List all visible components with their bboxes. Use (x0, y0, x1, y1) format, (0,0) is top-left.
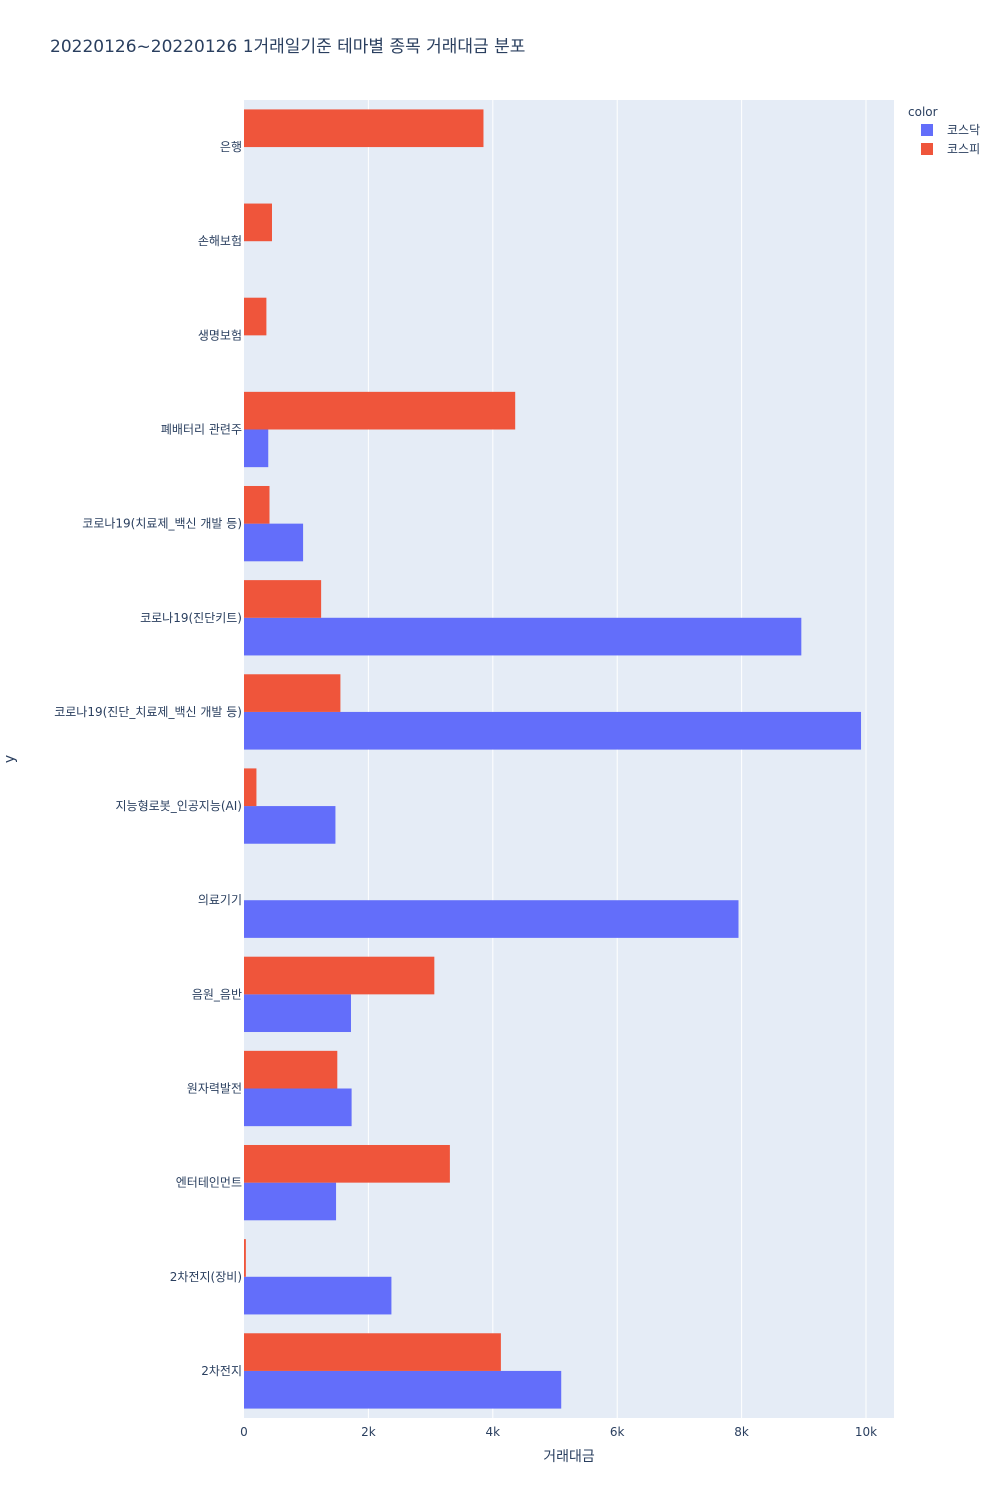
y-tick-label: 코로나19(진단키트) (140, 611, 242, 625)
x-tick-label: 10k (855, 1425, 877, 1439)
x-axis-title: 거래대금 (543, 1449, 595, 1465)
bar-kospi[interactable] (244, 391, 516, 430)
bar-kospi[interactable] (244, 1239, 246, 1277)
bar-kospi[interactable] (244, 1144, 450, 1183)
x-tick-label: 0 (240, 1425, 248, 1439)
bar-kosdaq[interactable] (244, 1276, 392, 1315)
legend-title: color (908, 105, 938, 119)
bar-kosdaq[interactable] (244, 994, 351, 1033)
bar-kosdaq[interactable] (244, 429, 269, 468)
y-tick-label: 지능형로봇_인공지능(AI) (116, 799, 242, 813)
x-tick-label: 8k (734, 1425, 749, 1439)
y-tick-label: 생명보험 (198, 328, 242, 342)
bar-kosdaq[interactable] (244, 1370, 562, 1409)
y-tick-label: 의료기기 (198, 893, 242, 907)
y-tick-label: 원자력발전 (187, 1082, 242, 1096)
bar-kospi[interactable] (244, 674, 341, 712)
bar-kospi[interactable] (244, 1333, 501, 1371)
y-tick-label: 2차전지(장비) (170, 1270, 242, 1284)
gridlines (367, 100, 867, 1418)
bar-kospi[interactable] (244, 485, 270, 524)
y-tick-label: 손해보험 (198, 234, 242, 248)
bar-kospi[interactable] (244, 956, 435, 995)
bar-kospi[interactable] (244, 768, 257, 807)
y-tick-label: 폐배터리 관련주 (161, 423, 242, 437)
x-tick-label: 2k (361, 1425, 376, 1439)
x-tick-label: 4k (486, 1425, 501, 1439)
legend-item-label[interactable]: 코스닥 (947, 123, 980, 137)
chart-title: 20220126~20220126 1거래일기준 테마별 종목 거래대금 분포 (50, 37, 526, 57)
legend-swatch[interactable] (921, 124, 933, 136)
bar-kosdaq[interactable] (244, 711, 862, 750)
bar-kosdaq[interactable] (244, 1182, 337, 1221)
bars (244, 109, 862, 1409)
bar-kospi[interactable] (244, 580, 322, 618)
bar-kosdaq[interactable] (244, 900, 739, 938)
x-tick-label: 6k (610, 1425, 625, 1439)
bar-kosdaq[interactable] (244, 523, 304, 562)
bar-kospi[interactable] (244, 203, 272, 242)
x-tick-labels: 0 2k 4k 6k 8k 10k (240, 1425, 877, 1439)
y-tick-label: 엔터테인먼트 (176, 1176, 242, 1190)
bar-kosdaq[interactable] (244, 806, 336, 844)
y-tick-label: 2차전지 (201, 1364, 242, 1378)
y-tick-label: 은행 (220, 139, 242, 154)
y-axis-title: y (2, 755, 18, 763)
bar-kospi[interactable] (244, 297, 267, 336)
legend-swatch[interactable] (921, 143, 933, 155)
y-tick-label: 코로나19(진단_치료제_백신 개발 등) (54, 705, 242, 719)
y-tick-label: 코로나19(치료제_백신 개발 등) (82, 517, 242, 531)
y-tick-label: 음원_음반 (192, 987, 242, 1001)
legend-item-label[interactable]: 코스피 (947, 142, 980, 156)
bar-kosdaq[interactable] (244, 617, 802, 656)
bar-kospi[interactable] (244, 1050, 338, 1089)
plot-background (244, 100, 894, 1418)
bar-kospi[interactable] (244, 109, 484, 148)
bar-kosdaq[interactable] (244, 1088, 352, 1127)
